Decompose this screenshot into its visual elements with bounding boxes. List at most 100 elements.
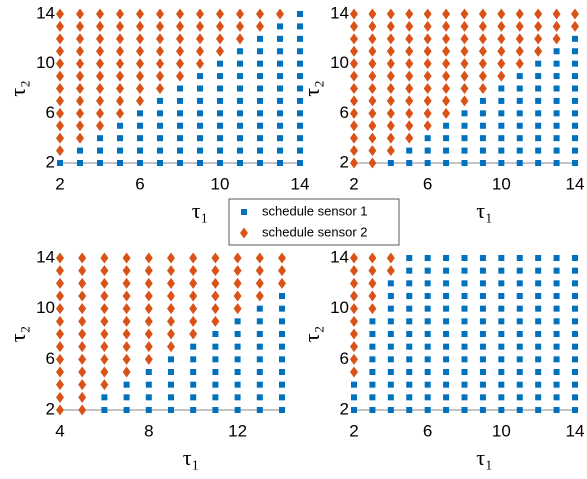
marker-square — [535, 147, 542, 154]
marker-square — [461, 122, 468, 129]
marker-square — [443, 369, 450, 375]
marker-square — [234, 369, 241, 375]
marker-square — [369, 343, 376, 350]
marker-diamond — [255, 265, 264, 277]
marker-square — [535, 381, 542, 388]
marker-diamond — [552, 20, 561, 32]
marker-diamond — [96, 33, 104, 45]
marker-diamond — [196, 20, 204, 32]
marker-diamond — [144, 265, 153, 277]
marker-diamond — [96, 8, 104, 20]
marker-diamond — [100, 265, 109, 277]
marker-diamond — [368, 277, 377, 289]
marker-square — [387, 394, 394, 401]
marker-diamond — [156, 8, 164, 20]
marker-square — [217, 122, 223, 129]
marker-square — [277, 48, 283, 55]
marker-diamond — [350, 252, 358, 264]
marker-square — [279, 394, 285, 401]
marker-square — [535, 318, 542, 325]
marker-square — [479, 369, 486, 375]
marker-square — [443, 305, 450, 312]
marker-square — [277, 73, 283, 80]
marker-square — [461, 407, 468, 413]
marker-square — [479, 305, 486, 312]
marker-square — [535, 369, 542, 375]
marker-square — [369, 369, 376, 375]
marker-diamond — [386, 95, 395, 107]
marker-square — [145, 381, 152, 388]
marker-diamond — [100, 353, 109, 365]
marker-diamond — [96, 58, 104, 70]
marker-square — [516, 394, 523, 401]
marker-square — [257, 85, 263, 92]
marker-square — [123, 394, 130, 401]
marker-square — [168, 356, 174, 363]
marker-diamond — [176, 20, 184, 32]
marker-diamond — [255, 277, 264, 289]
marker-square — [424, 280, 431, 287]
marker-diamond — [122, 252, 131, 264]
marker-diamond — [497, 20, 506, 32]
marker-diamond — [167, 265, 175, 277]
marker-square — [516, 110, 523, 117]
marker-square — [516, 305, 523, 312]
marker-diamond — [216, 20, 224, 32]
legend-label: schedule sensor 2 — [262, 224, 368, 239]
marker-square — [535, 60, 542, 67]
marker-square — [387, 293, 394, 299]
marker-square — [168, 394, 174, 401]
marker-square — [516, 147, 523, 154]
marker-square — [168, 381, 174, 388]
marker-diamond — [534, 45, 543, 57]
marker-square — [256, 356, 263, 363]
marker-square — [535, 293, 542, 299]
marker-square — [234, 343, 241, 350]
marker-diamond — [176, 58, 184, 70]
marker-diamond — [236, 33, 244, 45]
marker-square — [177, 135, 183, 142]
marker-square — [297, 122, 303, 129]
marker-diamond — [56, 58, 64, 70]
marker-square — [572, 97, 578, 104]
marker-square — [351, 381, 357, 388]
marker-square — [553, 381, 560, 388]
marker-square — [443, 381, 450, 388]
legend-label: schedule sensor 1 — [262, 203, 368, 218]
marker-diamond — [76, 8, 84, 20]
marker-square — [572, 85, 578, 92]
marker-square — [424, 255, 431, 261]
marker-square — [553, 305, 560, 312]
marker-square — [553, 73, 560, 80]
marker-square — [212, 407, 219, 413]
marker-diamond — [116, 58, 124, 70]
marker-square — [443, 135, 450, 142]
marker-square — [297, 147, 303, 154]
marker-square — [535, 280, 542, 287]
marker-diamond — [368, 83, 377, 94]
marker-diamond — [386, 8, 395, 20]
marker-diamond — [156, 45, 164, 57]
marker-square — [498, 122, 505, 129]
marker-diamond — [278, 252, 286, 264]
marker-square — [535, 343, 542, 350]
marker-square — [572, 331, 578, 337]
marker-diamond — [189, 277, 198, 289]
marker-square — [277, 110, 283, 117]
marker-diamond — [405, 70, 414, 82]
marker-square — [101, 394, 108, 401]
marker-square — [279, 343, 285, 350]
marker-square — [97, 135, 103, 142]
marker-square — [572, 60, 578, 67]
marker-diamond — [144, 315, 153, 327]
marker-square — [177, 160, 183, 166]
marker-square — [424, 407, 431, 413]
marker-square — [535, 267, 542, 274]
marker-diamond — [478, 45, 487, 57]
marker-square — [212, 394, 219, 401]
marker-diamond — [350, 145, 358, 157]
marker-square — [535, 97, 542, 104]
marker-square — [406, 407, 413, 413]
marker-square — [277, 35, 283, 42]
marker-diamond — [350, 33, 358, 45]
